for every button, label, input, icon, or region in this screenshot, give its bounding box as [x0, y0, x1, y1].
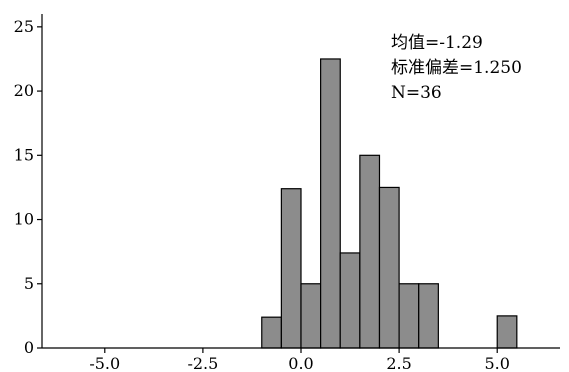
y-tick-label: 25 [14, 17, 34, 36]
histogram-bar [300, 283, 322, 349]
histogram-bar [378, 186, 400, 349]
histogram-bar [320, 58, 341, 349]
histogram-bar [280, 188, 302, 349]
x-tick-label: -5.0 [89, 354, 120, 372]
y-tick-label: 5 [24, 274, 34, 293]
histogram-bar [359, 154, 381, 349]
x-tick-label: 5.0 [484, 354, 509, 372]
y-ticks-group: 0 5 10 15 20 25 [14, 17, 42, 357]
stats-annotation: 均值=-1.29 标准偏差=1.250 N=36 [391, 33, 522, 103]
x-tick-label: 2.5 [386, 354, 411, 372]
x-tick-label: -2.5 [187, 354, 218, 372]
x-tick-label: 0.0 [288, 354, 313, 372]
histogram-bar [261, 316, 282, 349]
y-tick-label: 10 [14, 210, 34, 229]
histogram-bar [496, 315, 518, 349]
histogram-bar [398, 283, 420, 349]
x-ticks-group: -5.0 -2.5 0.0 2.5 5.0 [89, 348, 510, 372]
y-tick-label: 15 [14, 145, 34, 164]
bars-group [261, 58, 518, 349]
stats-mean-label: 均值=-1.29 [391, 33, 483, 53]
y-tick-label: 20 [14, 81, 34, 100]
histogram-bar [418, 283, 439, 349]
stats-n-label: N=36 [391, 83, 442, 103]
y-tick-label: 0 [24, 338, 34, 357]
stats-std-label: 标准偏差=1.250 [391, 58, 522, 78]
histogram-bar [339, 252, 361, 349]
